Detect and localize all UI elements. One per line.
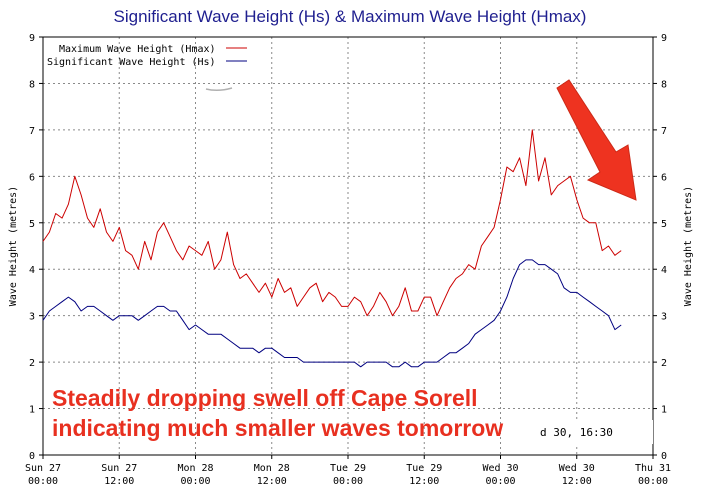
x-tick-label-time: 00:00 xyxy=(180,476,210,487)
x-tick-label-day: Thu 31 xyxy=(635,463,671,474)
annotation-line-1: Steadily dropping swell off Cape Sorell xyxy=(52,385,478,411)
x-tick-label-day: Wed 30 xyxy=(559,463,595,474)
y-tick-label-left: 2 xyxy=(29,358,35,369)
x-tick-label-day: Sun 27 xyxy=(25,463,61,474)
series-line-hmax xyxy=(42,129,622,317)
x-tick-label-time: 12:00 xyxy=(409,476,439,487)
y-tick-label-left: 3 xyxy=(29,312,35,323)
legend-label-hs: Significant Wave Height (Hs) xyxy=(47,57,216,68)
y-tick-label-right: 8 xyxy=(661,79,667,90)
y-tick-label-left: 0 xyxy=(29,451,35,462)
cursor-mark xyxy=(205,87,233,92)
x-tick-label-day: Mon 28 xyxy=(177,463,213,474)
y-tick-label-right: 6 xyxy=(661,172,667,183)
annotation-line-2: indicating much smaller waves tomorrow xyxy=(52,415,503,441)
y-tick-label-right: 9 xyxy=(661,33,667,44)
y-tick-label-left: 5 xyxy=(29,219,35,230)
chart-title: Significant Wave Height (Hs) & Maximum W… xyxy=(114,7,587,26)
y-tick-label-right: 0 xyxy=(661,451,667,462)
y-tick-label-right: 7 xyxy=(661,126,667,137)
timestamp-box xyxy=(538,420,653,444)
y-axis-label-left: Wave Height (metres) xyxy=(8,186,19,306)
y-tick-label-left: 1 xyxy=(29,405,35,416)
x-tick-label-time: 00:00 xyxy=(638,476,668,487)
x-tick-label-time: 12:00 xyxy=(257,476,287,487)
legend: Maximum Wave Height (Hmax) Significant W… xyxy=(47,44,247,68)
x-axis: Sun 27 00:00 Sun 27 12:00 Mon 28 00:00 Mon 28 1… xyxy=(25,455,671,487)
y-tick-label-right: 1 xyxy=(661,405,667,416)
y-axis-left: 0 1 2 3 4 5 6 7 8 9 xyxy=(29,33,43,462)
y-tick-label-left: 4 xyxy=(29,265,35,276)
y-tick-label-left: 9 xyxy=(29,33,35,44)
y-tick-label-left: 6 xyxy=(29,172,35,183)
x-tick-label-day: Tue 29 xyxy=(330,463,366,474)
red-arrow-icon xyxy=(556,79,637,201)
x-tick-label-day: Tue 29 xyxy=(406,463,442,474)
y-axis-label-right: Wave Height (metres) xyxy=(683,186,694,306)
x-tick-label-time: 12:00 xyxy=(104,476,134,487)
x-tick-label-time: 00:00 xyxy=(28,476,58,487)
x-tick-label-time: 12:00 xyxy=(562,476,592,487)
forecast-timestamp: d 30, 16:30 xyxy=(540,426,613,439)
legend-label-hmax: Maximum Wave Height (Hmax) xyxy=(59,44,216,55)
x-tick-label-day: Mon 28 xyxy=(254,463,290,474)
x-tick-label-time: 00:00 xyxy=(485,476,515,487)
y-tick-label-right: 3 xyxy=(661,312,667,323)
x-tick-label-day: Wed 30 xyxy=(482,463,518,474)
x-tick-label-time: 00:00 xyxy=(333,476,363,487)
y-tick-label-right: 4 xyxy=(661,265,667,276)
x-tick-label-day: Sun 27 xyxy=(101,463,137,474)
series-lines xyxy=(42,129,622,368)
y-tick-label-left: 7 xyxy=(29,126,35,137)
y-tick-label-right: 5 xyxy=(661,219,667,230)
y-tick-label-right: 2 xyxy=(661,358,667,369)
series-line-hs xyxy=(42,259,622,368)
y-tick-label-left: 8 xyxy=(29,79,35,90)
y-axis-right: 0 1 2 3 4 5 6 7 8 9 xyxy=(653,33,667,462)
